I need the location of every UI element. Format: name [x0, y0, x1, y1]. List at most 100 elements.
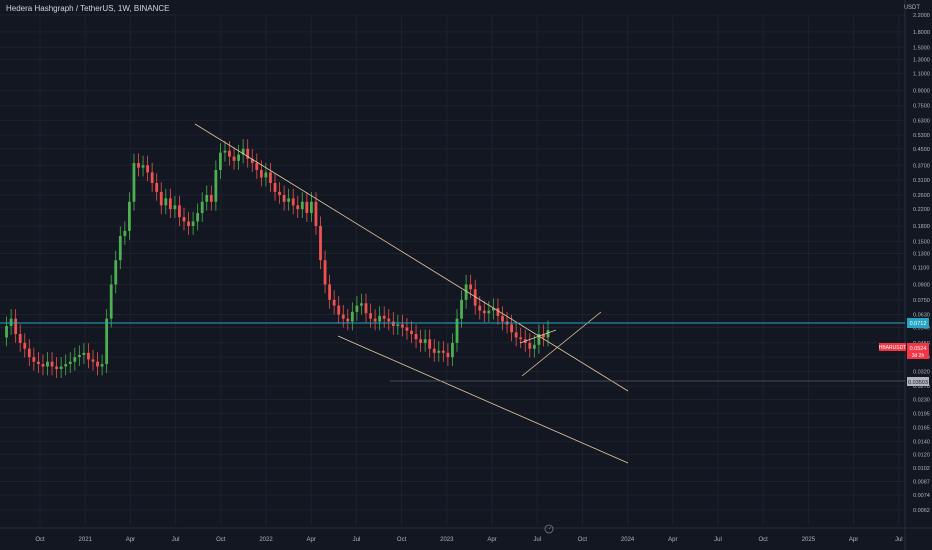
price-tick-label: 0.0630 — [913, 313, 930, 319]
price-tick-label: 0.0102 — [913, 466, 930, 472]
candle-body — [373, 318, 377, 322]
candle-body — [369, 313, 372, 319]
symbol-tag-bg — [879, 343, 906, 351]
candle-body — [223, 150, 227, 153]
candle-body — [264, 172, 268, 178]
candle-body — [419, 339, 422, 343]
candle-body — [519, 337, 523, 340]
candle-body — [241, 148, 245, 155]
time-axis-label: Apr — [487, 537, 496, 543]
candle-body — [5, 325, 8, 338]
candle-body — [291, 198, 295, 206]
price-tick-label: 0.0120 — [913, 452, 930, 458]
countdown-label: 3d 2h — [912, 353, 925, 359]
candle-body — [273, 182, 277, 192]
candle-body — [205, 195, 209, 202]
current-price-bg — [907, 343, 929, 359]
candle-body — [432, 348, 436, 353]
candle-body — [14, 318, 18, 335]
candle-body — [155, 182, 159, 192]
candle-body — [355, 305, 359, 312]
candle-body — [68, 361, 72, 365]
candle-body — [305, 201, 309, 214]
candle-body — [287, 198, 291, 202]
price-tick-label: 0.0900 — [913, 282, 930, 288]
candle-body — [546, 330, 550, 338]
candle-body — [168, 198, 172, 210]
time-axis-label: Apr — [849, 537, 858, 543]
candle-body — [37, 361, 40, 365]
candle-body — [451, 342, 454, 358]
time-axis-label: 2024 — [621, 537, 635, 543]
price-tick-label: 0.5300 — [913, 133, 930, 139]
price-tick-label: 0.0195 — [913, 411, 930, 417]
candle-body — [282, 195, 286, 202]
time-axis-label: Apr — [307, 537, 316, 543]
candle-body — [41, 364, 45, 367]
candle-body — [182, 217, 186, 222]
time-axis-label: Jul — [353, 537, 361, 543]
time-axis-label: Jul — [714, 537, 722, 543]
price-tick-label: 1.1000 — [913, 71, 930, 77]
candle-body — [118, 235, 122, 261]
candle-body — [428, 339, 432, 349]
time-axis-label: Oct — [216, 537, 226, 543]
candle-body — [414, 334, 418, 340]
price-tick-label: 0.6300 — [913, 118, 930, 124]
price-tick-label: 1.3000 — [913, 57, 930, 63]
candle-body — [173, 205, 177, 210]
candle-body — [328, 284, 331, 300]
time-zone-icon-hand — [548, 526, 551, 530]
price-tick-label: 0.0165 — [913, 425, 930, 431]
candle-body — [150, 172, 154, 183]
price-tick-label: 0.0540 — [913, 326, 930, 332]
price-tick-label: 0.3100 — [913, 178, 930, 184]
candle-body — [401, 324, 404, 328]
candle-body — [532, 344, 536, 349]
candle-body — [18, 334, 22, 343]
trendline-resistance — [194, 123, 629, 392]
candle-body — [528, 342, 532, 349]
time-axis-label: Oct — [578, 537, 588, 543]
candle-body — [441, 350, 445, 353]
candle-body — [446, 352, 450, 358]
candle-body — [128, 201, 131, 231]
candle-body — [159, 191, 163, 206]
support-tag-bg — [907, 377, 929, 386]
candle-body — [141, 165, 145, 168]
candle-body — [23, 342, 27, 349]
candle-body — [228, 150, 231, 157]
candle-body — [469, 284, 473, 290]
candle-body — [364, 303, 368, 314]
candle-body — [64, 364, 68, 367]
price-tick-label: 0.2200 — [913, 207, 930, 213]
candle-body — [460, 299, 463, 319]
candle-body — [496, 308, 500, 316]
candle-body — [410, 330, 413, 335]
candle-body — [332, 299, 336, 306]
candle-body — [323, 260, 327, 285]
time-axis-label: Oct — [397, 537, 407, 543]
candle-body — [82, 352, 86, 355]
candle-body — [341, 314, 345, 319]
chart-title: Hedera Hashgraph / TetherUS, 1W, BINANCE — [6, 4, 170, 13]
candle-body — [537, 334, 541, 345]
time-axis-label: 2021 — [79, 537, 93, 543]
price-tick-label: 0.1500 — [913, 239, 930, 245]
candle-body — [396, 324, 400, 326]
candle-body — [387, 318, 391, 322]
candle-body — [514, 332, 518, 338]
price-tick-label: 1.5000 — [913, 45, 930, 51]
candle-body — [32, 357, 36, 362]
price-tick-label: 1.8000 — [913, 30, 930, 36]
candle-body — [300, 201, 304, 210]
candle-body — [246, 148, 250, 159]
candle-body — [132, 163, 136, 202]
candle-body — [487, 310, 491, 314]
candle-body — [391, 321, 395, 326]
price-tick-label: 0.1800 — [913, 224, 930, 230]
price-tick-label: 0.0750 — [913, 298, 930, 304]
time-axis-label: 2023 — [440, 537, 454, 543]
candle-body — [50, 361, 54, 367]
